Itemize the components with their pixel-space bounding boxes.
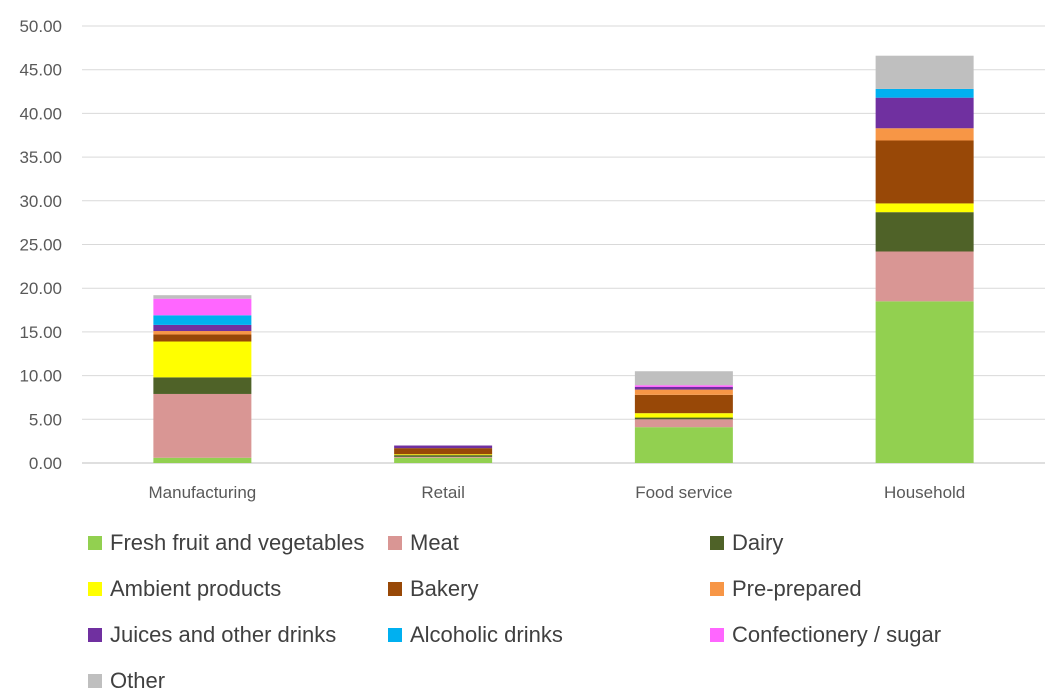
- bar-food-service-fresh-fruit-and-vegetables: [634, 427, 733, 463]
- legend-item-other: Other: [88, 666, 165, 696]
- category-label-food-service: Food service: [635, 483, 732, 502]
- bar-manufacturing-pre-prepared: [153, 331, 252, 335]
- legend-label: Bakery: [410, 576, 479, 601]
- bar-retail-ambient-products: [394, 454, 493, 456]
- legend-swatch: [710, 628, 724, 642]
- legend-item-dairy: Dairy: [710, 528, 783, 558]
- bar-retail-dairy: [394, 455, 493, 457]
- y-tick-label: 30.00: [19, 192, 62, 211]
- bar-manufacturing-juices-and-other-drinks: [153, 324, 252, 332]
- bar-household-other: [875, 55, 974, 89]
- bar-household-alcoholic-drinks: [875, 88, 974, 98]
- legend-label: Pre-prepared: [732, 576, 862, 601]
- y-axis-tick-labels: 0.00 5.00 10.00 15.00 20.00 25.00 30.00 35.00 40…: [19, 17, 62, 473]
- legend-swatch: [388, 628, 402, 642]
- bar-food-service-confectionery-sugar: [634, 385, 733, 387]
- legend-item-bakery: Bakery: [388, 574, 478, 604]
- x-axis-category-labels: Manufacturing Retail Food service Household: [149, 483, 966, 502]
- legend-swatch: [88, 628, 102, 642]
- category-label-manufacturing: Manufacturing: [149, 483, 257, 502]
- bar-household-bakery: [875, 140, 974, 204]
- bar-manufacturing-confectionery-sugar: [153, 298, 252, 316]
- bar-food-service-other: [634, 371, 733, 386]
- legend-swatch: [88, 674, 102, 688]
- bar-household-fresh-fruit-and-vegetables: [875, 301, 974, 463]
- category-label-retail: Retail: [421, 483, 464, 502]
- legend-label: Meat: [410, 530, 459, 555]
- y-tick-label: 10.00: [19, 367, 62, 386]
- legend-item-confectionery-sugar: Confectionery / sugar: [710, 620, 941, 650]
- legend-item-alcoholic-drinks: Alcoholic drinks: [388, 620, 563, 650]
- bar-food-service-ambient-products: [634, 413, 733, 418]
- legend-item-fresh-fruit-and-vegetables: Fresh fruit and vegetables: [88, 528, 364, 558]
- bar-household-dairy: [875, 212, 974, 252]
- bar-food-service-pre-prepared: [634, 389, 733, 395]
- y-tick-label: 40.00: [19, 104, 62, 123]
- legend-label: Confectionery / sugar: [732, 622, 942, 647]
- bar-household-meat: [875, 251, 974, 302]
- bar-manufacturing-fresh-fruit-and-vegetables: [153, 457, 252, 463]
- legend-swatch: [388, 536, 402, 550]
- bar-retail-meat: [394, 456, 493, 458]
- bar-manufacturing-meat: [153, 393, 252, 458]
- y-tick-label: 5.00: [29, 410, 62, 429]
- legend-swatch: [88, 536, 102, 550]
- bars: [153, 55, 974, 463]
- y-tick-label: 50.00: [19, 17, 62, 36]
- bar-household-ambient-products: [875, 203, 974, 213]
- legend-swatch: [388, 582, 402, 596]
- bar-household-pre-prepared: [875, 128, 974, 141]
- bar-retail-bakery: [394, 448, 493, 455]
- y-tick-label: 45.00: [19, 61, 62, 80]
- legend-label: Alcoholic drinks: [410, 622, 563, 647]
- bar-food-service-dairy: [634, 417, 733, 420]
- legend-swatch: [710, 536, 724, 550]
- y-tick-label: 0.00: [29, 454, 62, 473]
- bar-food-service-meat: [634, 419, 733, 428]
- bar-manufacturing-dairy: [153, 377, 252, 394]
- y-tick-label: 35.00: [19, 148, 62, 167]
- legend-label: Ambient products: [110, 576, 282, 601]
- legend-label: Other: [110, 668, 166, 693]
- y-tick-label: 20.00: [19, 279, 62, 298]
- legend-label: Juices and other drinks: [110, 622, 337, 647]
- bar-retail-juices-and-other-drinks: [394, 445, 493, 449]
- category-label-household: Household: [884, 483, 965, 502]
- legend-label: Dairy: [732, 530, 784, 555]
- bar-food-service-bakery: [634, 394, 733, 414]
- legend-item-pre-prepared: Pre-prepared: [710, 574, 862, 604]
- bar-manufacturing-other: [153, 295, 252, 299]
- legend-swatch: [88, 582, 102, 596]
- bar-household-juices-and-other-drinks: [875, 97, 974, 129]
- legend-item-juices-and-other-drinks: Juices and other drinks: [88, 620, 336, 650]
- legend-swatch: [710, 582, 724, 596]
- legend-item-ambient-products: Ambient products: [88, 574, 281, 604]
- bar-manufacturing-ambient-products: [153, 341, 252, 378]
- bar-manufacturing-bakery: [153, 334, 252, 342]
- legend-label: Fresh fruit and vegetables: [110, 530, 365, 555]
- y-tick-label: 25.00: [19, 236, 62, 255]
- bar-food-service-juices-and-other-drinks: [634, 386, 733, 390]
- legend-item-meat: Meat: [388, 528, 459, 558]
- bar-manufacturing-alcoholic-drinks: [153, 315, 252, 325]
- y-tick-label: 15.00: [19, 323, 62, 342]
- bar-retail-fresh-fruit-and-vegetables: [394, 457, 493, 463]
